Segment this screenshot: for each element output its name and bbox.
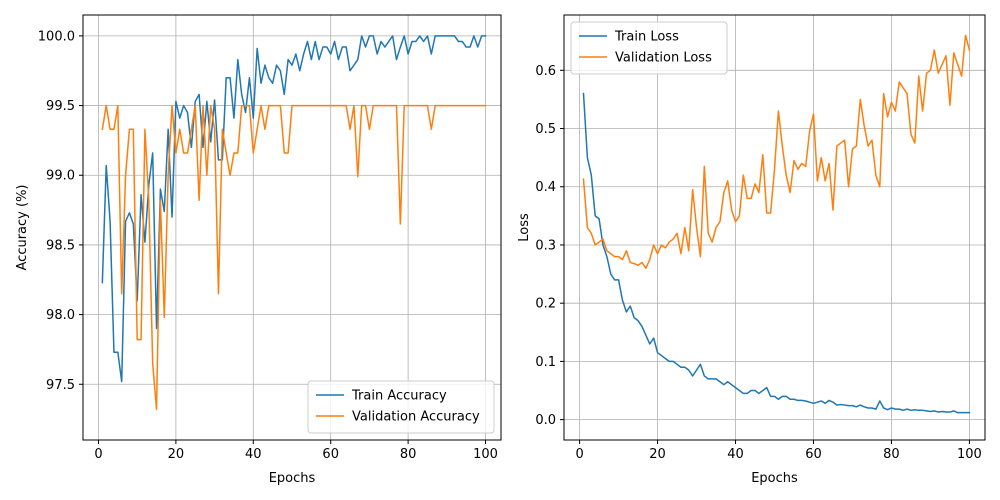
y-tick-label: 100.0 (38, 29, 75, 44)
y-tick-label: 0.6 (535, 64, 556, 79)
x-tick-label: 40 (727, 447, 744, 462)
legend-label: Validation Loss (615, 51, 712, 66)
x-tick-label: 20 (168, 447, 185, 462)
loss-chart: 0 20 40 60 80 100 0.0 0.1 0.2 0.3 0.4 0.5 0.6 Epochs L… (517, 14, 986, 486)
y-tick-label: 0.4 (535, 180, 556, 195)
y-tick-label: 0.5 (535, 122, 556, 137)
legend: Train Accuracy Validation Accuracy (307, 380, 495, 434)
y-axis-label: Loss (517, 213, 532, 242)
legend-label: Validation Accuracy (352, 410, 480, 425)
plot-frame (82, 14, 502, 441)
x-axis-label: Epochs (269, 471, 316, 486)
y-tick-label: 99.5 (46, 99, 75, 114)
series-line-train-loss (582, 92, 971, 414)
y-tick-label: 0.3 (535, 238, 556, 253)
legend: Train Loss Validation Loss (570, 21, 728, 75)
x-tick-label: 80 (883, 447, 900, 462)
accuracy-chart: 0 20 40 60 80 100 97.5 98.0 98.5 99.0 99.5 100.0 Epo… (15, 14, 502, 486)
series-line-train-accuracy (101, 35, 487, 383)
y-axis-label: Accuracy (%) (15, 185, 30, 271)
y-tick-label: 0.0 (535, 413, 556, 428)
legend-label: Train Accuracy (351, 389, 447, 404)
y-tick-label: 99.0 (46, 169, 75, 184)
plot-frame (563, 14, 986, 441)
y-tick-label: 97.5 (46, 378, 75, 393)
x-tick-label: 100 (957, 447, 982, 462)
y-tick-label: 98.5 (46, 238, 75, 253)
x-tick-label: 60 (322, 447, 339, 462)
legend-box (570, 21, 728, 75)
x-tick-label: 0 (575, 447, 583, 462)
y-tick-label: 0.1 (535, 355, 556, 370)
legend-label: Train Loss (614, 30, 679, 45)
legend-box (307, 380, 495, 434)
series-line-validation-loss (582, 34, 971, 269)
x-tick-label: 80 (400, 447, 417, 462)
x-tick-label: 0 (94, 447, 102, 462)
x-tick-label: 20 (649, 447, 666, 462)
y-tick-label: 0.2 (535, 297, 556, 312)
x-tick-label: 60 (805, 447, 822, 462)
x-axis-label: Epochs (751, 471, 798, 486)
x-tick-label: 40 (245, 447, 262, 462)
y-tick-label: 98.0 (46, 308, 75, 323)
series-line-validation-accuracy (101, 104, 487, 411)
x-tick-label: 100 (473, 447, 498, 462)
